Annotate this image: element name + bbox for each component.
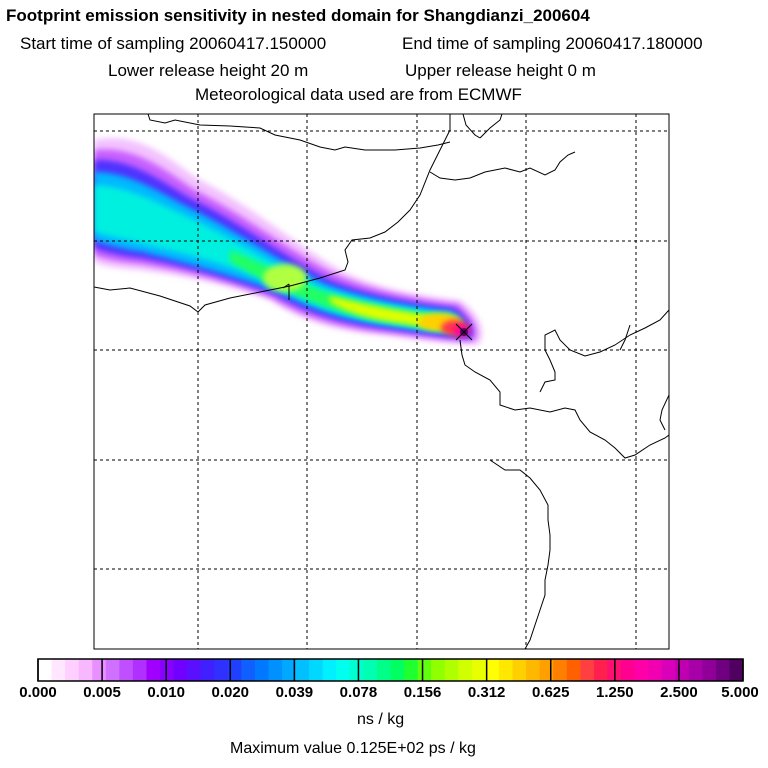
upper-release-height-label: Upper release height 0 m bbox=[405, 61, 596, 80]
colorbar-cell bbox=[295, 659, 310, 681]
map-frame bbox=[93, 113, 670, 650]
colorbar-cell bbox=[241, 659, 256, 681]
colorbar-cell bbox=[512, 659, 527, 681]
colorbar-tick-label: 0.000 bbox=[19, 684, 57, 701]
colorbar-cell bbox=[282, 659, 297, 681]
trajectory-marker bbox=[282, 283, 290, 300]
colorbar-cell bbox=[553, 659, 568, 681]
sampling-end-label: End time of sampling 20060417.180000 bbox=[402, 34, 703, 53]
colorbar-tick-label: 1.250 bbox=[596, 684, 634, 701]
colorbar-cell bbox=[187, 659, 202, 681]
colorbar-cell bbox=[648, 659, 663, 681]
release-point-marker bbox=[455, 323, 473, 341]
colorbar-tick-label: 0.039 bbox=[275, 684, 314, 701]
colorbar-cell bbox=[92, 659, 107, 681]
colorbar-tick-label: 0.020 bbox=[211, 684, 250, 701]
colorbar-cell bbox=[526, 659, 541, 681]
colorbar-cell bbox=[675, 659, 690, 681]
colorbar-cell bbox=[620, 659, 636, 681]
colorbar-tick-label: 5.000 bbox=[721, 684, 759, 701]
colorbar-cell bbox=[417, 659, 432, 681]
colorbar-cell bbox=[431, 659, 446, 681]
meteorological-data-label: Meteorological data used are from ECMWF bbox=[195, 85, 522, 104]
colorbar-cell bbox=[146, 659, 161, 681]
colorbar-cell bbox=[471, 659, 486, 681]
colorbar-cell bbox=[729, 659, 744, 681]
colorbar-cell bbox=[309, 659, 324, 681]
colorbar-cell bbox=[458, 659, 473, 681]
colorbar-tick-label: 2.500 bbox=[660, 684, 698, 701]
colorbar-cell bbox=[566, 659, 581, 681]
colorbar-cell bbox=[661, 659, 676, 681]
plume-field bbox=[94, 138, 483, 345]
colorbar-tick-label: 0.005 bbox=[83, 684, 121, 701]
colorbar-cell bbox=[227, 659, 242, 681]
colorbar-cell bbox=[580, 659, 595, 681]
colorbar-cell bbox=[78, 659, 93, 681]
colorbar-cell bbox=[254, 659, 269, 681]
colorbar-cell bbox=[390, 659, 405, 681]
colorbar-cell bbox=[132, 659, 147, 681]
colorbar-cell bbox=[214, 659, 229, 681]
colorbar-cell bbox=[105, 659, 120, 681]
colorbar-cell bbox=[404, 659, 419, 681]
colorbar-cell bbox=[160, 659, 175, 681]
colorbar-units: ns / kg bbox=[357, 711, 405, 728]
colorbar-tick-label: 0.625 bbox=[531, 684, 570, 701]
country-borders bbox=[94, 114, 669, 649]
colorbar-cell bbox=[688, 659, 703, 681]
map-grid bbox=[94, 114, 669, 649]
colorbar-cell bbox=[715, 659, 730, 681]
colorbar-cell bbox=[376, 659, 391, 681]
colorbar-cell bbox=[444, 659, 459, 681]
colorbar-cell bbox=[498, 659, 514, 681]
sampling-start-label: Start time of sampling 20060417.150000 bbox=[20, 34, 327, 53]
colorbar-cells bbox=[38, 659, 744, 681]
colorbar-major-ticks bbox=[37, 659, 744, 681]
colorbar-cell bbox=[51, 659, 66, 681]
colorbar-cell bbox=[702, 659, 717, 681]
colorbar-tick-label: 0.078 bbox=[339, 684, 378, 701]
colorbar-cell bbox=[65, 659, 80, 681]
colorbar-cell bbox=[268, 659, 283, 681]
colorbar-cell bbox=[363, 659, 378, 681]
colorbar-cell bbox=[336, 659, 351, 681]
colorbar-tick-label: 0.156 bbox=[403, 684, 442, 701]
colorbar-cell bbox=[38, 659, 53, 681]
colorbar-cell bbox=[173, 659, 188, 681]
colorbar-cell bbox=[539, 659, 554, 681]
colorbar-cell bbox=[119, 659, 134, 681]
colorbar-cell bbox=[485, 659, 500, 681]
colorbar-cell bbox=[593, 659, 608, 681]
maximum-value-label: Maximum value 0.125E+02 ps / kg bbox=[230, 740, 476, 757]
colorbar-cell bbox=[200, 659, 215, 681]
colorbar-tick-label: 0.010 bbox=[147, 684, 185, 701]
colorbar-tick-label: 0.312 bbox=[467, 684, 506, 701]
colorbar-cell bbox=[322, 659, 337, 681]
lower-release-height-label: Lower release height 20 m bbox=[108, 61, 309, 80]
colorbar-cell bbox=[634, 659, 649, 681]
map-title: Footprint emission sensitivity in nested… bbox=[6, 6, 590, 25]
colorbar-cell bbox=[349, 659, 364, 681]
